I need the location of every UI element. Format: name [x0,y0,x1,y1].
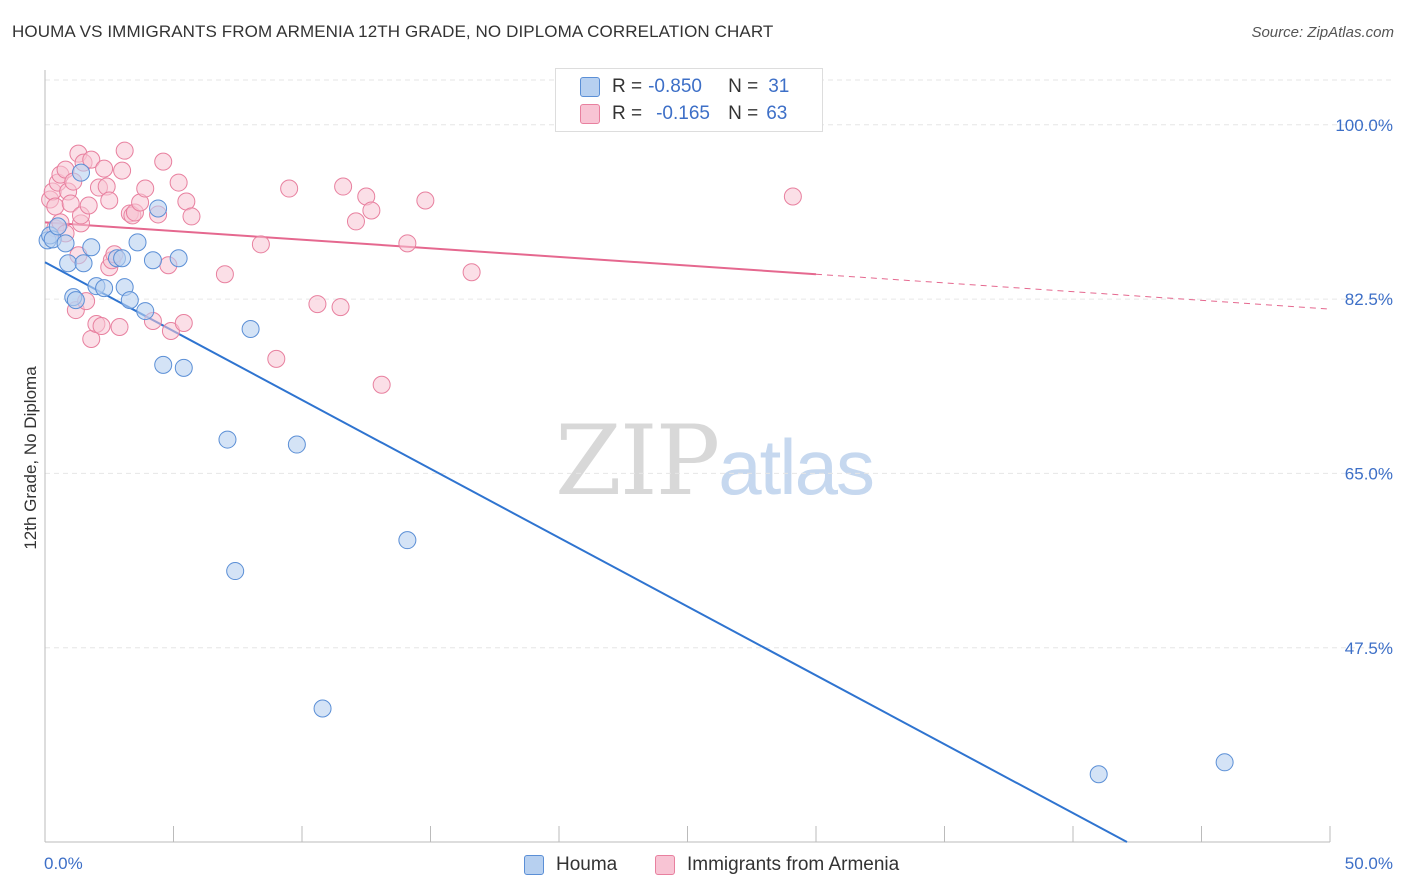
armenia-point [95,159,114,178]
armenia-n-value: 63 [766,103,788,124]
armenia-point [215,265,234,284]
y-tick-label: 65.0% [1345,464,1393,483]
houma-point [1089,765,1108,784]
armenia-point [92,317,111,336]
houma-point [149,199,168,218]
point-layer [38,141,1234,784]
armenia-point [416,191,435,210]
houma-point [154,355,173,374]
houma-point [59,254,78,273]
armenia-point [82,150,101,169]
armenia-point [362,201,381,220]
watermark: ZIPatlas [555,405,875,517]
houma-point [120,291,139,310]
houma-point [313,699,332,718]
bottom-houma-label: Houma [556,854,618,875]
armenia-point [783,187,802,206]
houma-point [398,531,417,550]
armenia-point [46,197,65,216]
houma-point [287,435,306,454]
y-tick-label: 47.5% [1345,639,1393,658]
legend-row-houma: R = -0.850 N = 31 [580,75,789,99]
trend-layer [44,221,1331,843]
stats-legend: R = -0.850 N = 31 R = -0.165 N = 63 [555,68,823,132]
bottom-houma-swatch [524,855,544,875]
houma-trend-line [44,261,1128,843]
houma-n-value: 31 [768,76,790,97]
legend-row-armenia: R = -0.165 N = 63 [580,102,787,126]
houma-point [169,249,188,268]
houma-point [74,254,93,273]
houma-point [226,562,245,581]
armenia-point [346,212,365,231]
armenia-point [161,321,180,340]
grid-layer [45,79,1395,649]
armenia-point [398,234,417,253]
bottom-armenia-label: Immigrants from Armenia [687,854,900,875]
armenia-trend-extension [815,273,1331,310]
armenia-r-value: -0.165 [656,103,710,124]
armenia-point [174,314,193,333]
armenia-point [115,141,134,160]
armenia-point [251,235,270,254]
armenia-point [79,196,98,215]
houma-point [56,234,75,253]
armenia-point [308,295,327,314]
armenia-r-label: R = [612,103,643,124]
x-tick-label: 50.0% [1345,854,1393,873]
houma-point [82,238,101,257]
bottom-legend-houma: Houma [524,852,617,878]
armenia-trend-line [44,221,817,276]
houma-r-value: -0.850 [648,76,702,97]
houma-point [128,233,147,252]
watermark-zip: ZIP [555,405,720,517]
houma-point [71,163,90,182]
houma-n-label: N = [728,76,759,97]
chart-title: HOUMA VS IMMIGRANTS FROM ARMENIA 12TH GR… [12,22,774,41]
armenia-swatch [580,104,600,124]
houma-point [136,302,155,321]
armenia-point [462,263,481,282]
houma-point [113,249,132,268]
armenia-point [61,194,80,213]
source-label: Source: ZipAtlas.com [1251,24,1394,41]
armenia-point [177,192,196,211]
bottom-legend-armenia: Immigrants from Armenia [655,852,899,878]
y-tick-label: 82.5% [1345,290,1393,309]
y-tick-label: 100.0% [1335,116,1393,135]
houma-point [241,319,260,338]
armenia-n-label: N = [728,103,759,124]
houma-point [48,217,67,236]
armenia-point [113,161,132,180]
armenia-point [331,298,350,317]
armenia-point [169,173,188,192]
tick-label-layer: 47.5% 65.0% 82.5% 100.0% 0.0% 50.0% [44,116,1393,873]
armenia-point [100,191,119,210]
axis-layer [44,70,1331,843]
houma-point [218,430,237,449]
bottom-armenia-swatch [655,855,675,875]
houma-point [95,279,114,298]
houma-point [66,291,85,310]
houma-point [174,358,193,377]
armenia-point [110,318,129,337]
armenia-point [372,375,391,394]
armenia-point [154,152,173,171]
armenia-point [280,179,299,198]
x-tick-label: 0.0% [44,854,83,873]
armenia-point [182,207,201,226]
houma-swatch [580,77,600,97]
armenia-point [334,177,353,196]
armenia-point [136,179,155,198]
houma-point [1215,753,1234,772]
armenia-point [267,349,286,368]
houma-point [143,251,162,270]
houma-r-label: R = [612,76,643,97]
watermark-atlas: atlas [718,423,875,511]
